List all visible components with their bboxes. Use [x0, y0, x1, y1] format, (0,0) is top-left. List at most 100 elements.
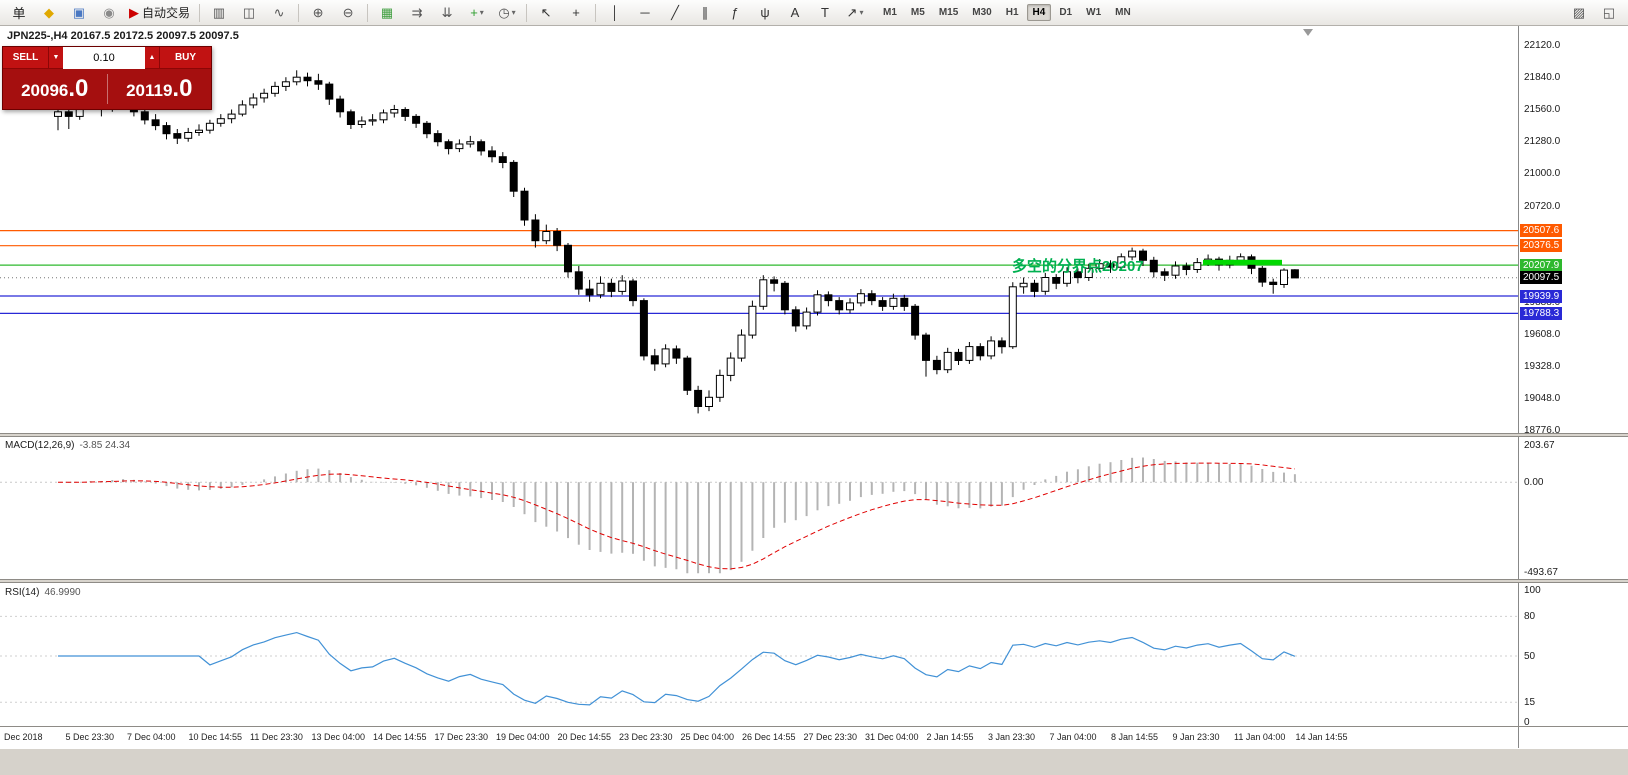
trade-panel-prices: 20096.0 20119.0 — [3, 69, 211, 109]
equidistant-channel-button[interactable]: ∥ — [691, 2, 719, 24]
chart-templates-button[interactable]: ▨ — [1565, 2, 1593, 24]
timeframe-m5-button[interactable]: M5 — [910, 7, 925, 18]
crosshair-button[interactable]: + — [562, 2, 590, 24]
arrows-dropdown-icon[interactable]: ▾ — [859, 8, 864, 17]
new-order-button[interactable]: ◆ — [35, 2, 63, 24]
timeframe-mn-button[interactable]: MN — [1115, 7, 1131, 18]
fibonacci-icon: ƒ — [731, 5, 739, 20]
cursor-button[interactable]: ↖ — [532, 2, 560, 24]
auto-scroll-button[interactable]: ⇉ — [403, 2, 431, 24]
text-button[interactable]: A — [781, 2, 809, 24]
panel-splitter[interactable] — [0, 433, 1628, 437]
candle-body — [694, 389, 703, 407]
candle-body — [1280, 269, 1288, 286]
sell-button[interactable]: SELL — [3, 47, 49, 69]
macd-signal-line — [57, 462, 1295, 570]
candle-body — [151, 119, 160, 127]
sell-price[interactable]: 20096.0 — [3, 75, 107, 103]
price-axis[interactable]: 22120.0 21840.0 21560.0 21280.0 21000.0 20720… — [1518, 26, 1628, 748]
timeframe-w1-button[interactable]: W1 — [1086, 7, 1102, 18]
candle-body — [1236, 256, 1245, 261]
toolbar: 单 ◆ ▣ ◉ ▶ 自动交易 ▥ ◫ ∿ ⊕ ⊖ ▦ ⇉ ⇊ + ▾ ◷ ▾ ↖ + │ ─ ╱ ∥ ƒ ψ A T ↗ ▾ M1 M5 M15… — [0, 0, 1628, 26]
candle-body — [184, 132, 193, 139]
price-tag-19939.9[interactable]: 19939.9 — [1520, 289, 1563, 303]
timeframe-h1-button[interactable]: H1 — [1005, 7, 1019, 18]
chart-shift-marker-icon[interactable] — [1303, 29, 1313, 36]
order-button[interactable]: 单 — [5, 2, 33, 24]
price-tag-20507.6[interactable]: 20507.6 — [1520, 224, 1563, 238]
price-tick-label: 21560.0 — [1524, 104, 1561, 115]
candle-body — [639, 300, 648, 357]
periods-clock-dropdown-icon[interactable]: ▾ — [511, 8, 516, 17]
price-tag-20376.5[interactable]: 20376.5 — [1520, 239, 1563, 253]
candle-body — [1041, 277, 1050, 292]
vertical-line-button[interactable]: │ — [601, 2, 629, 24]
lot-size-input[interactable] — [63, 47, 145, 69]
charts-window-button[interactable]: ▣ — [65, 2, 93, 24]
bar-chart-button[interactable]: ▥ — [205, 2, 233, 24]
arrows-button[interactable]: ↗ ▾ — [841, 2, 869, 24]
buy-price-main: 20119 — [126, 81, 173, 100]
time-axis-label: 7 Jan 04:00 — [1049, 732, 1097, 742]
horizontal-line-button[interactable]: ─ — [631, 2, 659, 24]
candle-body — [1290, 269, 1299, 279]
tile-windows-icon: ▦ — [380, 4, 394, 20]
candle-body — [1106, 263, 1115, 268]
sell-price-main: 20096 — [21, 81, 69, 100]
lot-increase-button[interactable]: ▲ — [145, 47, 159, 69]
zoom-in-button[interactable]: ⊕ — [304, 2, 332, 24]
price-tag-20207.9[interactable]: 20207.9 — [1520, 258, 1563, 272]
lot-decrease-button[interactable]: ▼ — [49, 47, 63, 69]
auto-trading-button[interactable]: ▶ 自动交易 — [125, 2, 194, 24]
current-price-tag[interactable]: 20097.5 — [1520, 271, 1563, 285]
chart-text-annotation[interactable]: 多空的分界点20207 — [1012, 258, 1144, 276]
candle-body — [54, 111, 62, 117]
andrews-pitchfork-button[interactable]: ψ — [751, 2, 779, 24]
timeframe-d1-button[interactable]: D1 — [1059, 7, 1073, 18]
candle-body — [748, 305, 757, 336]
time-axis-label: 3 Jan 23:30 — [988, 732, 1036, 742]
macd-label: MACD(12,26,9) -3.85 24.34 — [5, 440, 130, 451]
line-chart-button[interactable]: ∿ — [265, 2, 293, 24]
candle-body — [574, 271, 583, 290]
candle-body — [1073, 271, 1082, 279]
window-options-button[interactable]: ◱ — [1595, 2, 1623, 24]
toolbar-separator — [595, 3, 597, 22]
buy-button[interactable]: BUY — [159, 47, 211, 69]
fibonacci-button[interactable]: ƒ — [721, 2, 749, 24]
price-tag-19788.3[interactable]: 19788.3 — [1520, 306, 1563, 320]
candle-body — [1084, 267, 1093, 279]
buy-price[interactable]: 20119.0 — [108, 75, 212, 103]
candle-body — [607, 282, 616, 292]
macd-indicator-panel[interactable] — [0, 437, 1518, 580]
time-axis[interactable]: Dec 2018 5 Dec 23:30 7 Dec 04:00 10 Dec 14:… — [0, 727, 1518, 748]
macd-values: -3.85 24.34 — [79, 440, 131, 451]
candle-body — [932, 359, 941, 371]
candle-body — [325, 83, 334, 100]
indicators-add-dropdown-icon[interactable]: ▾ — [479, 8, 484, 17]
timeframe-h4-button[interactable]: H4 — [1026, 4, 1052, 21]
indicators-add-icon: + — [470, 5, 478, 20]
periods-clock-button[interactable]: ◷ ▾ — [493, 2, 521, 24]
tile-windows-button[interactable]: ▦ — [373, 2, 401, 24]
candlestick-chart-button[interactable]: ◫ — [235, 2, 263, 24]
main-price-chart[interactable] — [0, 26, 1518, 434]
chart-templates-icon: ▨ — [1572, 4, 1586, 20]
indicators-add-button[interactable]: + ▾ — [463, 2, 491, 24]
alerts-button[interactable]: ◉ — [95, 2, 123, 24]
timeframe-m15-button[interactable]: M15 — [938, 7, 959, 18]
rsi-indicator-panel[interactable] — [0, 584, 1518, 726]
zoom-out-button[interactable]: ⊖ — [334, 2, 362, 24]
panel-splitter[interactable] — [0, 579, 1628, 583]
candle-body — [1117, 256, 1126, 268]
rsi-axis-label: 0 — [1524, 716, 1530, 728]
candle-body — [672, 348, 681, 359]
time-axis-label: 11 Dec 23:30 — [250, 732, 303, 742]
text-label-button[interactable]: T — [811, 2, 839, 24]
chart-shift-button[interactable]: ⇊ — [433, 2, 461, 24]
trendline-button[interactable]: ╱ — [661, 2, 689, 24]
timeframe-m1-button[interactable]: M1 — [883, 7, 897, 18]
candle-body — [271, 85, 279, 94]
timeframe-m30-button[interactable]: M30 — [972, 7, 992, 18]
highlight-trendline[interactable] — [1203, 259, 1282, 265]
